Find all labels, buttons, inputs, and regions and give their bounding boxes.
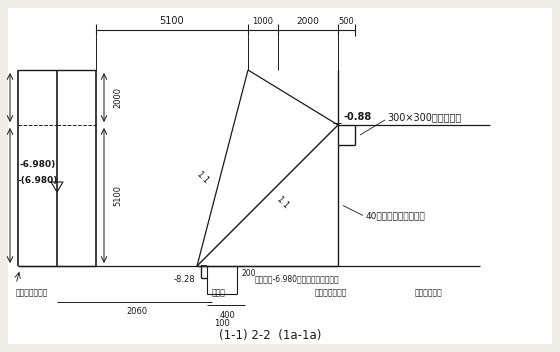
Text: 2000: 2000 [297,17,319,25]
Text: 再进行垂直下挖: 再进行垂直下挖 [315,288,347,297]
Text: -(6.980): -(6.980) [18,176,58,184]
Text: 2060: 2060 [127,308,148,316]
Text: 1.1: 1.1 [274,195,291,212]
Text: 500: 500 [339,17,354,25]
Text: 先治土至-6.980，待基坑底部确定后: 先治土至-6.980，待基坑底部确定后 [255,274,339,283]
Text: 300×300砖砌排水沟: 300×300砖砌排水沟 [387,112,461,122]
Text: 1.1: 1.1 [194,170,211,186]
Text: 200: 200 [242,270,256,278]
Text: 5100: 5100 [160,16,184,26]
Text: 1000: 1000 [253,17,273,25]
Text: 400: 400 [219,310,235,320]
Text: -8.28: -8.28 [174,276,195,284]
Text: -0.88: -0.88 [343,112,371,122]
Text: 2000: 2000 [114,87,123,108]
Text: 地下车库外边线: 地下车库外边线 [16,288,48,297]
Text: 100: 100 [214,320,230,328]
Text: 机械无法施工: 机械无法施工 [415,288,443,297]
Text: -6.980): -6.980) [20,161,56,170]
Text: 排水沟: 排水沟 [212,288,226,297]
Text: 5100: 5100 [114,185,123,206]
Text: (1-1) 2-2  (1a-1a): (1-1) 2-2 (1a-1a) [219,328,321,341]
Text: 40厚喷射素混凝土面层: 40厚喷射素混凝土面层 [366,211,426,220]
